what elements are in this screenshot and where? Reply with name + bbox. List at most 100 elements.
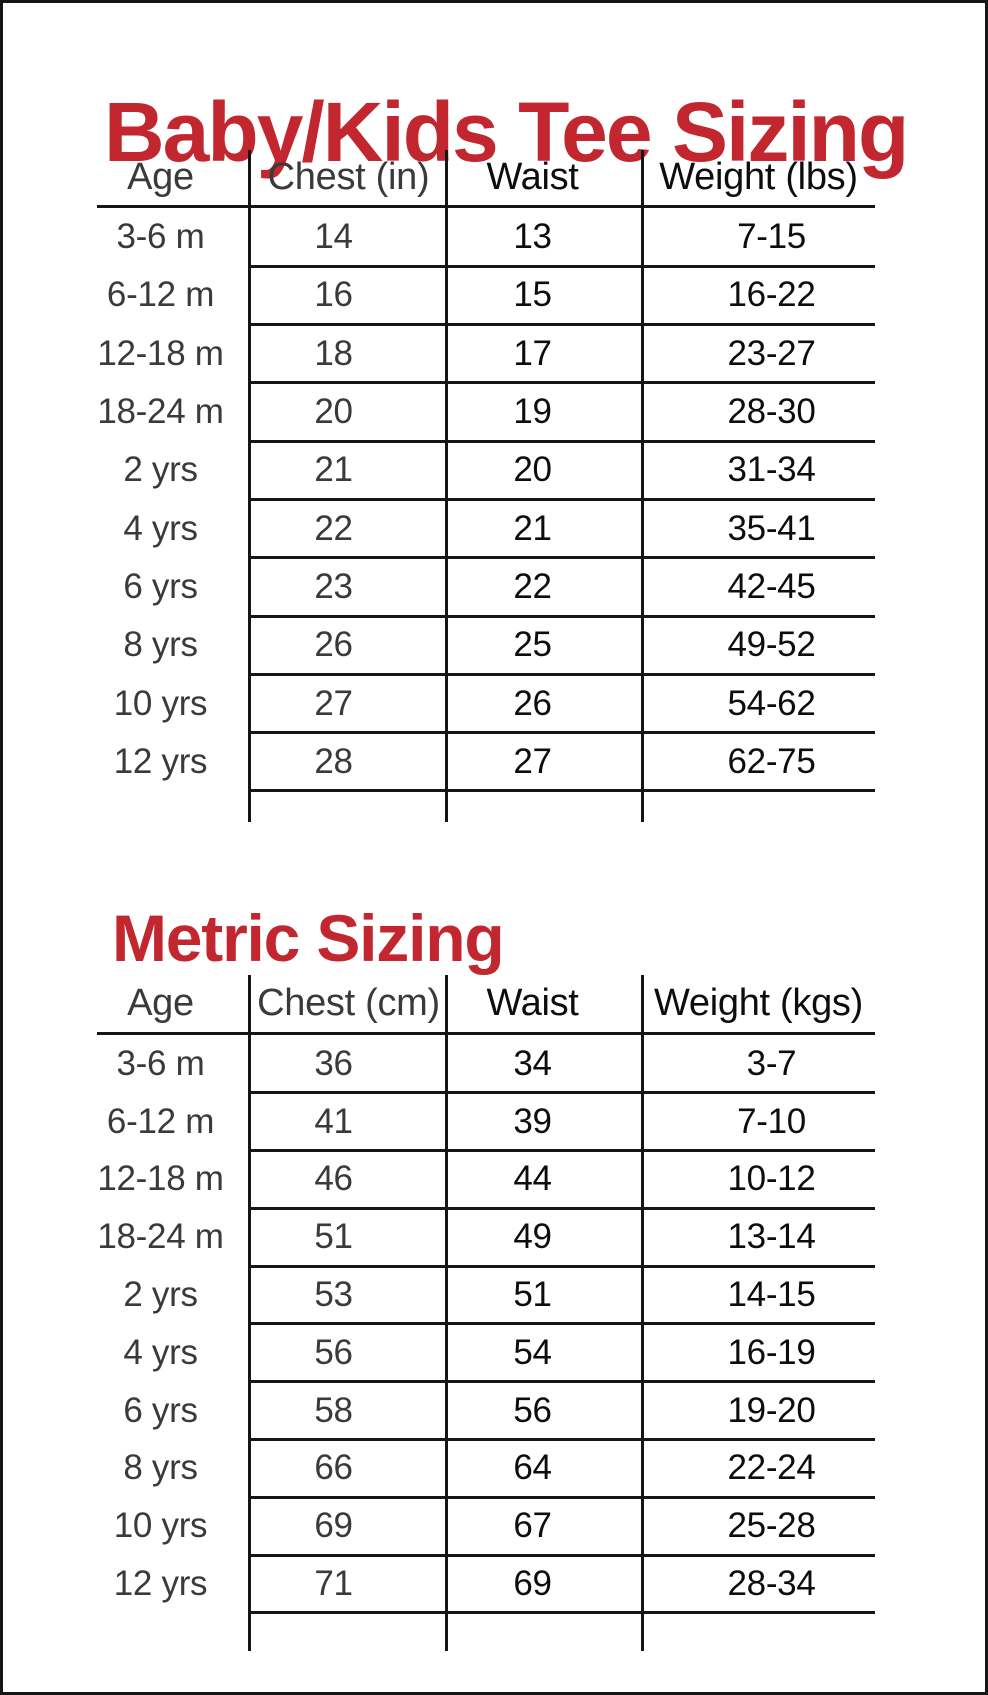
waist-cell: 54 <box>513 1332 552 1372</box>
waist-cell: 19 <box>513 392 552 432</box>
age-cell: 3-6 m <box>116 1043 205 1083</box>
table-header-row: Age Chest (cm) Waist Weight (kgs) <box>97 975 875 1035</box>
row-separator <box>250 381 875 385</box>
weight-cell: 7-15 <box>737 217 806 257</box>
weight-cell: 23-27 <box>727 333 816 373</box>
age-cell: 6 yrs <box>123 1390 198 1430</box>
weight-cell: 22-24 <box>727 1448 816 1488</box>
waist-cell: 64 <box>513 1448 552 1488</box>
table-body: 3-6 m 36 34 3-7 6-12 m 41 39 7-10 12-18 m 46 44 10-… <box>97 1035 875 1615</box>
age-cell: 4 yrs <box>123 1332 198 1372</box>
weight-cell: 7-10 <box>737 1101 806 1141</box>
age-cell: 10 yrs <box>113 683 208 723</box>
weight-cell: 25-28 <box>727 1506 816 1546</box>
table-row: 3-6 m 14 13 7-15 <box>97 208 875 268</box>
weight-cell: 62-75 <box>727 741 816 781</box>
waist-cell: 34 <box>513 1043 552 1083</box>
row-separator <box>250 439 875 443</box>
baby-kids-sizing-title: Baby/Kids Tee Sizing <box>104 85 909 180</box>
age-cell: 2 yrs <box>123 1275 198 1315</box>
waist-cell: 21 <box>513 508 552 548</box>
row-separator <box>250 731 875 735</box>
waist-cell: 69 <box>513 1564 552 1604</box>
chest-cell: 23 <box>314 566 353 606</box>
age-cell: 3-6 m <box>116 217 205 257</box>
chest-cell: 36 <box>314 1043 353 1083</box>
table-row: 6 yrs 58 56 19-20 <box>97 1382 875 1442</box>
row-separator <box>250 789 875 793</box>
column-header-age: Age <box>127 156 194 198</box>
column-divider-line <box>445 150 448 822</box>
column-divider-line <box>248 975 251 1651</box>
weight-cell: 28-30 <box>727 392 816 432</box>
row-separator <box>250 1611 875 1615</box>
chest-cell: 28 <box>314 741 353 781</box>
chest-cell: 66 <box>314 1448 353 1488</box>
table-row: 2 yrs 21 20 31-34 <box>97 441 875 501</box>
column-header-weight: Weight (kgs) <box>654 982 863 1024</box>
age-cell: 6-12 m <box>106 1101 215 1141</box>
row-separator <box>250 1091 875 1095</box>
chest-cell: 41 <box>314 1101 353 1141</box>
chest-cell: 27 <box>314 683 353 723</box>
age-cell: 12-18 m <box>97 1159 224 1199</box>
age-cell: 12-18 m <box>97 333 224 373</box>
waist-cell: 25 <box>513 625 552 665</box>
table-row: 18-24 m 51 49 13-14 <box>97 1208 875 1268</box>
column-header-waist: Waist <box>486 982 579 1024</box>
column-header-weight: Weight (lbs) <box>659 156 858 198</box>
waist-cell: 26 <box>513 683 552 723</box>
table-row: 4 yrs 22 21 35-41 <box>97 499 875 560</box>
row-separator <box>250 497 875 501</box>
table-row: 10 yrs 27 26 54-62 <box>97 674 875 735</box>
weight-cell: 3-7 <box>746 1043 797 1083</box>
weight-cell: 19-20 <box>727 1390 816 1430</box>
waist-cell: 49 <box>513 1217 552 1257</box>
chest-cell: 58 <box>314 1390 353 1430</box>
age-cell: 12 yrs <box>113 1564 208 1604</box>
row-separator <box>250 323 875 327</box>
waist-cell: 51 <box>513 1275 552 1315</box>
table-row: 6-12 m 16 15 16-22 <box>97 266 875 327</box>
weight-cell: 10-12 <box>727 1159 816 1199</box>
baby-kids-sizing-table: Age Chest (in) Waist Weight (lbs) 3-6 m 1… <box>97 150 875 822</box>
age-cell: 8 yrs <box>123 625 198 665</box>
row-separator <box>250 1206 875 1210</box>
waist-cell: 27 <box>513 741 552 781</box>
metric-sizing-title: Metric Sizing <box>112 901 505 976</box>
row-separator <box>250 1495 875 1499</box>
table-row: 8 yrs 66 64 22-24 <box>97 1440 875 1499</box>
chest-cell: 69 <box>314 1506 353 1546</box>
weight-cell: 16-19 <box>727 1332 816 1372</box>
weight-cell: 31-34 <box>727 450 816 490</box>
chest-cell: 14 <box>314 217 353 257</box>
weight-cell: 14-15 <box>727 1275 816 1315</box>
column-divider-line <box>445 975 448 1651</box>
column-header-waist: Waist <box>486 156 579 198</box>
weight-cell: 35-41 <box>727 508 816 548</box>
weight-cell: 49-52 <box>727 625 816 665</box>
weight-cell: 16-22 <box>727 275 816 315</box>
weight-cell: 54-62 <box>727 683 816 723</box>
waist-cell: 22 <box>513 566 552 606</box>
table-row: 18-24 m 20 19 28-30 <box>97 383 875 443</box>
waist-cell: 44 <box>513 1159 552 1199</box>
age-cell: 8 yrs <box>123 1448 198 1488</box>
table-row: 3-6 m 36 34 3-7 <box>97 1035 875 1095</box>
column-divider-line <box>248 150 251 822</box>
table-row: 6-12 m 41 39 7-10 <box>97 1093 875 1153</box>
age-cell: 18-24 m <box>97 1217 224 1257</box>
chest-cell: 71 <box>314 1564 353 1604</box>
table-row: 8 yrs 26 25 49-52 <box>97 616 875 676</box>
table-row: 12 yrs 28 27 62-75 <box>97 733 875 793</box>
column-header-chest: Chest (in) <box>267 156 430 198</box>
row-separator <box>250 1553 875 1557</box>
chest-cell: 22 <box>314 508 353 548</box>
row-separator <box>250 1264 875 1268</box>
waist-cell: 15 <box>513 275 552 315</box>
waist-cell: 13 <box>513 217 552 257</box>
row-separator <box>250 672 875 676</box>
column-header-age: Age <box>127 982 194 1024</box>
chest-cell: 46 <box>314 1159 353 1199</box>
